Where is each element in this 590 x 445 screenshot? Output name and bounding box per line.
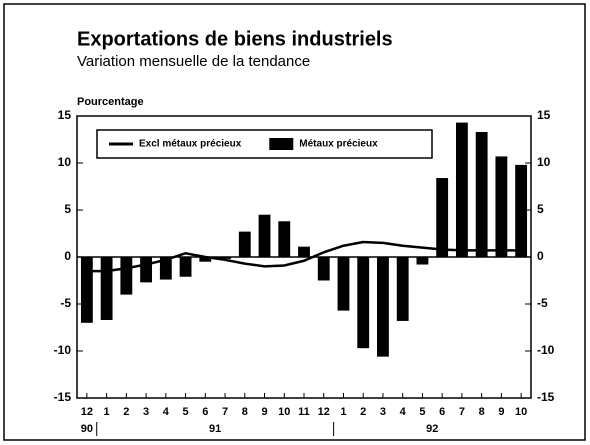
bar — [140, 257, 153, 283]
legend-label: Métaux précieux — [299, 139, 378, 150]
y-tick-label: 10 — [58, 155, 72, 169]
bar — [258, 214, 271, 257]
x-tick-label: 6 — [202, 406, 208, 418]
x-tick-label: 8 — [479, 406, 485, 418]
legend-label: Excl métaux précieux — [139, 139, 242, 150]
x-tick-label: 3 — [380, 406, 386, 418]
x-tick-label: 12 — [318, 406, 330, 418]
bar — [100, 257, 113, 320]
x-tick-label: 6 — [439, 406, 445, 418]
bar — [337, 257, 350, 311]
x-tick-label: 3 — [143, 406, 149, 418]
legend-box — [96, 129, 433, 159]
x-tick-label: 2 — [123, 406, 129, 418]
x-tick-label: 1 — [104, 406, 110, 418]
y2-tick-label: -10 — [537, 343, 555, 357]
y-tick-label: 15 — [58, 108, 72, 122]
bar — [357, 257, 370, 349]
frame — [3, 3, 586, 441]
bar — [80, 257, 93, 323]
legend-swatch — [269, 138, 294, 150]
chart-subtitle: Variation mensuelle de la tendance — [77, 53, 310, 70]
x-tick-label: 4 — [400, 406, 407, 418]
bar — [199, 257, 212, 262]
x-tick-label: 4 — [163, 406, 170, 418]
bar — [455, 122, 468, 257]
bar — [317, 257, 330, 281]
x-group-label: 90 — [81, 423, 93, 435]
x-tick-label: 8 — [242, 406, 248, 418]
x-tick-label: 2 — [360, 406, 366, 418]
x-tick-label: 9 — [261, 406, 267, 418]
x-tick-label: 7 — [459, 406, 465, 418]
y2-tick-label: 0 — [537, 249, 544, 263]
bar — [278, 221, 291, 257]
x-group-label: 91 — [209, 423, 221, 435]
x-tick-label: 5 — [419, 406, 425, 418]
chart-title: Exportations de biens industriels — [77, 28, 393, 50]
bar — [120, 257, 133, 295]
x-tick-label: 5 — [183, 406, 189, 418]
x-tick-label: 11 — [298, 406, 310, 418]
bar — [159, 257, 172, 280]
y2-tick-label: 15 — [537, 108, 551, 122]
x-tick-label: 10 — [278, 406, 290, 418]
bar — [436, 178, 449, 257]
bar — [219, 257, 231, 259]
bar — [416, 257, 429, 265]
line — [86, 240, 522, 273]
bar — [238, 231, 251, 257]
x-tick-label: 9 — [498, 406, 504, 418]
y2-tick-label: 10 — [537, 155, 551, 169]
bar — [179, 257, 192, 277]
x-tick-label: 7 — [222, 406, 228, 418]
y-tick-label: -5 — [60, 296, 71, 310]
bar — [515, 164, 528, 257]
y2-tick-label: -15 — [537, 390, 555, 404]
bar — [298, 246, 310, 257]
x-group-label: 92 — [426, 423, 438, 435]
y-tick-label: 5 — [64, 202, 71, 216]
x-tick-label: 10 — [515, 406, 527, 418]
bar — [396, 257, 409, 321]
bar — [475, 131, 488, 257]
y-axis-label: Pourcentage — [77, 96, 144, 108]
y2-tick-label: -5 — [537, 296, 548, 310]
y2-tick-label: 5 — [537, 202, 544, 216]
y-tick-label: 0 — [64, 249, 71, 263]
bar — [377, 257, 389, 357]
x-tick-label: 1 — [340, 406, 346, 418]
x-tick-label: 12 — [81, 406, 93, 418]
bar — [495, 156, 508, 257]
y-tick-label: -15 — [54, 390, 72, 404]
y-tick-label: -10 — [54, 343, 72, 357]
